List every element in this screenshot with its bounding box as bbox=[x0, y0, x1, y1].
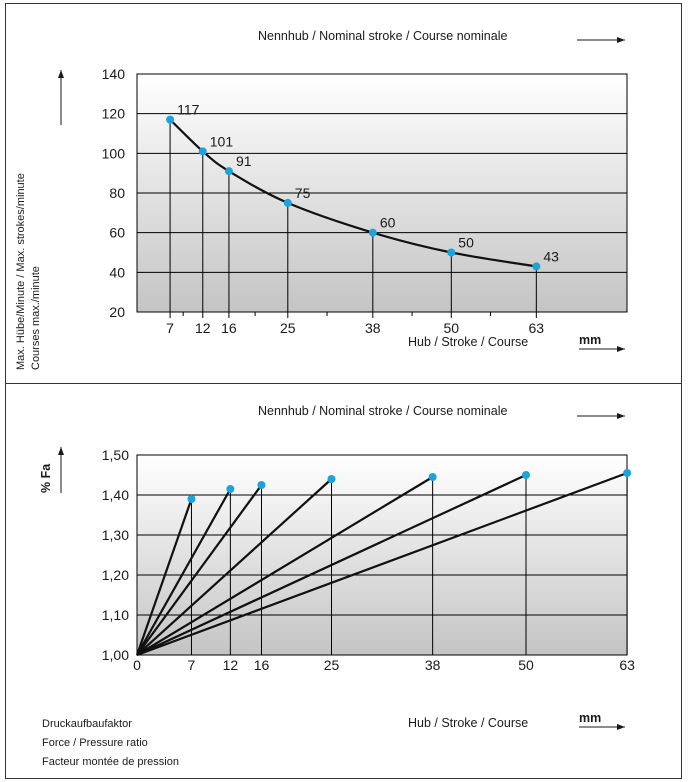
chart1-y-tick-label: 140 bbox=[102, 66, 126, 82]
chart1-data-point bbox=[198, 147, 207, 156]
figure-frame bbox=[5, 3, 682, 779]
chart1-data-point bbox=[166, 115, 175, 124]
chart1-drop-lines bbox=[169, 119, 537, 312]
chart1-data-label: 117 bbox=[177, 102, 200, 118]
chart1-data-label: 91 bbox=[236, 153, 252, 169]
chart2-legend-line-2: Force / Pressure ratio bbox=[42, 737, 148, 749]
chart2-y-tick-label: 1,50 bbox=[102, 447, 129, 463]
chart2-y-tick-label: 1,10 bbox=[102, 607, 129, 623]
chart-1: Nennhub / Nominal stroke / Course nomina… bbox=[15, 29, 628, 370]
chart1-y-tick-label: 60 bbox=[109, 225, 125, 241]
chart2-series-line bbox=[136, 484, 263, 656]
chart1-data-label: 43 bbox=[543, 248, 559, 264]
chart2-xunit: mm bbox=[579, 711, 601, 725]
chart1-gridlines bbox=[137, 73, 627, 313]
chart1-data-label: 60 bbox=[380, 215, 396, 231]
chart1-x-tick-label: 12 bbox=[195, 320, 211, 336]
chart2-data-point bbox=[327, 475, 336, 483]
chart2-x-tick-label: 7 bbox=[188, 657, 196, 673]
chart2-data-point bbox=[522, 471, 530, 479]
chart2-data-point bbox=[257, 481, 266, 489]
chart1-x-tick-label: 38 bbox=[365, 320, 381, 336]
chart2-header: Nennhub / Nominal stroke / Course nomina… bbox=[258, 404, 507, 418]
chart1-data-point bbox=[224, 167, 233, 176]
chart2-series-line bbox=[136, 476, 434, 656]
chart1-xlabel: Hub / Stroke / Course bbox=[408, 335, 528, 349]
chart1-y-tick-label: 120 bbox=[102, 106, 126, 122]
chart2-x-tick-label: 63 bbox=[619, 657, 635, 673]
chart2-gridlines bbox=[137, 454, 627, 656]
chart2-legend-line-3: Facteur montée de pression bbox=[42, 756, 179, 768]
chart1-x-ticks: 7 12 16 25 38 50 63 bbox=[166, 312, 544, 336]
chart1-header: Nennhub / Nominal stroke / Course nomina… bbox=[258, 29, 507, 43]
chart1-data-label: 50 bbox=[458, 235, 474, 251]
chart1-data-label: 101 bbox=[210, 133, 234, 149]
chart1-y-tick-label: 40 bbox=[109, 264, 125, 280]
chart2-y-tick-label: 1,30 bbox=[102, 527, 129, 543]
chart1-y-tick-label: 100 bbox=[102, 145, 126, 161]
chart-2: Nennhub / Nominal stroke / Course nomina… bbox=[39, 404, 635, 768]
chart2-series-line bbox=[136, 471, 628, 657]
chart1-data-point bbox=[283, 198, 292, 207]
chart1-y-tick-label: 80 bbox=[109, 185, 125, 201]
chart2-y-tick-label: 1,00 bbox=[102, 647, 129, 663]
chart1-points bbox=[166, 115, 541, 271]
chart2-x-tick-label: 50 bbox=[518, 657, 534, 673]
chart1-x-tick-label: 25 bbox=[280, 320, 296, 336]
chart1-x-tick-label: 16 bbox=[221, 320, 237, 336]
chart2-y-tick-label: 1,40 bbox=[102, 487, 129, 503]
chart2-data-point bbox=[428, 473, 437, 481]
chart1-y-tick-label: 20 bbox=[109, 304, 125, 320]
chart2-data-point bbox=[187, 495, 196, 503]
chart1-ylabel-1: Max. Hübe/Minute / Max. strokes/minute bbox=[15, 173, 27, 370]
chart2-y-tick-label: 1,20 bbox=[102, 567, 129, 583]
chart2-points bbox=[187, 469, 632, 503]
chart2-data-point bbox=[623, 469, 632, 477]
chart2-x-tick-label: 38 bbox=[425, 657, 441, 673]
chart2-series-line bbox=[136, 488, 232, 656]
chart1-data-point bbox=[532, 262, 541, 271]
chart1-y-ticks: 20 40 60 80 100 120 140 bbox=[102, 66, 126, 320]
chart1-xunit: mm bbox=[579, 333, 601, 347]
chart1-data-point bbox=[368, 228, 377, 237]
chart2-plot-area bbox=[136, 454, 628, 656]
chart1-data-label: 75 bbox=[295, 185, 311, 201]
chart2-xlabel: Hub / Stroke / Course bbox=[408, 716, 528, 730]
chart1-x-tick-label: 63 bbox=[529, 320, 545, 336]
chart2-data-point bbox=[226, 485, 235, 493]
chart2-series-line bbox=[136, 478, 333, 656]
chart2-x-tick-label: 25 bbox=[324, 657, 340, 673]
chart2-x-tick-label: 12 bbox=[223, 657, 239, 673]
chart2-x-ticks: 0 7 12 16 25 38 50 63 bbox=[133, 657, 635, 673]
chart2-y-ticks: 1,00 1,10 1,20 1,30 1,40 1,50 bbox=[102, 447, 129, 663]
chart2-ylabel: % Fa bbox=[39, 463, 53, 493]
chart1-ylabel-2: Courses max./minute bbox=[30, 266, 42, 370]
chart2-legend-line-1: Druckaufbaufaktor bbox=[42, 718, 132, 730]
chart1-data-point bbox=[447, 248, 456, 257]
chart2-x-tick-label: 0 bbox=[133, 657, 141, 673]
chart2-series-line bbox=[135, 498, 193, 656]
chart1-x-tick-label: 7 bbox=[166, 320, 174, 336]
chart2-x-tick-label: 16 bbox=[254, 657, 270, 673]
chart1-x-tick-label: 50 bbox=[444, 320, 460, 336]
chart2-series-lines bbox=[135, 471, 628, 657]
chart2-series-line bbox=[136, 474, 527, 656]
panel-divider bbox=[5, 383, 682, 384]
